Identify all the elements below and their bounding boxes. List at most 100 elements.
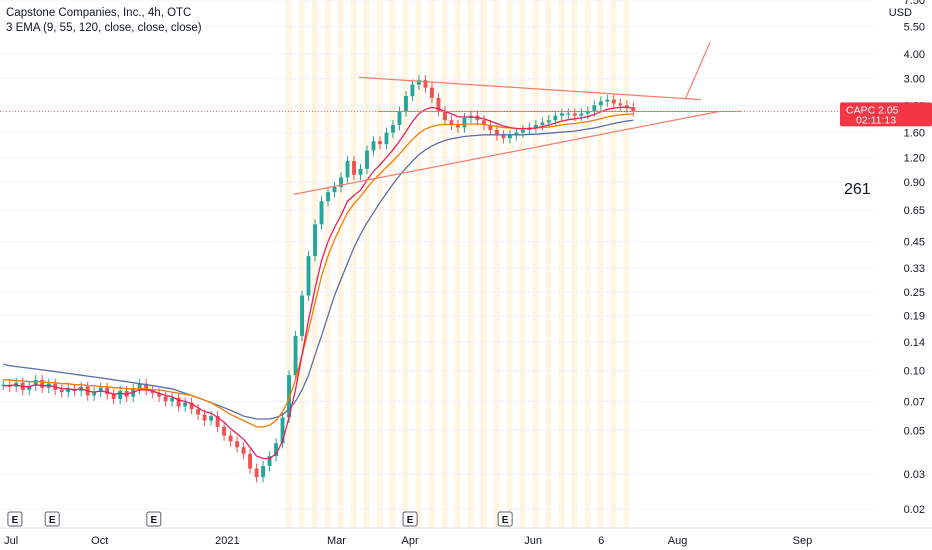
candle-body bbox=[27, 385, 32, 390]
candle-body bbox=[481, 120, 486, 125]
session-band bbox=[493, 0, 500, 528]
candle-body bbox=[111, 394, 116, 399]
candle-body bbox=[494, 130, 499, 136]
candle-body bbox=[631, 107, 636, 112]
candle-body bbox=[449, 120, 454, 125]
x-tick-label: Sep bbox=[793, 535, 813, 547]
session-band bbox=[350, 0, 357, 528]
candle-body bbox=[105, 387, 110, 395]
earnings-marker[interactable] bbox=[146, 511, 162, 527]
session-band bbox=[311, 0, 318, 528]
y-tick-label: 0.25 bbox=[904, 287, 925, 299]
candle-body bbox=[592, 105, 597, 112]
session-band bbox=[441, 0, 448, 528]
y-tick-label: 0.02 bbox=[904, 504, 925, 516]
candle-body bbox=[189, 402, 194, 410]
session-band bbox=[454, 0, 461, 528]
triangle-upper-trendline[interactable] bbox=[358, 76, 701, 101]
earnings-marker[interactable] bbox=[497, 511, 513, 527]
candle-body bbox=[339, 177, 343, 187]
candle-body bbox=[345, 161, 350, 178]
candle-body bbox=[144, 383, 149, 390]
y-tick-label: 0.65 bbox=[904, 205, 925, 217]
candle-body bbox=[579, 113, 584, 116]
x-tick-label: Mar bbox=[327, 535, 346, 547]
projection-line[interactable] bbox=[684, 41, 711, 100]
candle-body bbox=[59, 389, 64, 393]
earnings-marker-label: E bbox=[502, 515, 509, 526]
candle-body bbox=[598, 101, 603, 106]
candle-body bbox=[391, 124, 395, 133]
candle-body bbox=[442, 111, 447, 121]
candle-body bbox=[378, 141, 382, 145]
candle-body bbox=[436, 97, 441, 112]
earnings-marker[interactable] bbox=[7, 511, 23, 527]
last-price-badge[interactable] bbox=[840, 102, 932, 127]
y-tick-label: 0.90 bbox=[904, 177, 925, 189]
candle-body bbox=[455, 124, 460, 128]
candle-body bbox=[553, 115, 558, 121]
candle-body bbox=[618, 103, 623, 106]
session-band bbox=[558, 0, 565, 528]
session-band bbox=[467, 0, 474, 528]
session-band bbox=[545, 0, 552, 528]
candle-body bbox=[92, 392, 97, 396]
y-tick-label: 0.07 bbox=[904, 396, 925, 408]
triangle-lower-trendline[interactable] bbox=[293, 110, 720, 195]
indicator-label[interactable]: 3 EMA (9, 55, 120, close, close, close) bbox=[6, 22, 202, 34]
candle-body bbox=[462, 117, 467, 128]
session-band bbox=[623, 0, 630, 528]
x-tick-label: Jun bbox=[524, 535, 542, 547]
currency-label: USD bbox=[889, 7, 912, 19]
extra-label: 261 bbox=[844, 181, 871, 198]
last-price-value: CAPC 2.05 bbox=[846, 104, 899, 116]
x-tick-label: 6 bbox=[598, 535, 604, 547]
candle-body bbox=[514, 132, 519, 136]
candle-body bbox=[267, 456, 272, 466]
session-band bbox=[519, 0, 526, 528]
session-band bbox=[506, 0, 513, 528]
candle-body bbox=[300, 295, 304, 336]
y-tick-label: 1.20 bbox=[904, 152, 925, 164]
candle-body bbox=[222, 426, 227, 436]
ema-55-line bbox=[3, 113, 634, 428]
session-band bbox=[428, 0, 435, 528]
candle-body bbox=[605, 99, 610, 102]
candle-body bbox=[358, 168, 363, 175]
earnings-marker[interactable] bbox=[44, 511, 60, 527]
candle-body bbox=[501, 135, 506, 139]
candle-body bbox=[313, 224, 317, 257]
session-band bbox=[480, 0, 487, 528]
session-band bbox=[402, 0, 409, 528]
candle-body bbox=[157, 393, 162, 397]
candle-body bbox=[404, 96, 408, 112]
earnings-marker[interactable] bbox=[402, 511, 418, 527]
candle-body bbox=[196, 409, 201, 415]
session-band bbox=[337, 0, 344, 528]
session-band bbox=[571, 0, 578, 528]
y-tick-label: 0.03 bbox=[904, 469, 925, 481]
symbol-title[interactable]: Capstone Companies, Inc., 4h, OTC bbox=[6, 7, 192, 19]
session-band bbox=[597, 0, 604, 528]
candle-body bbox=[352, 161, 356, 175]
candle-body bbox=[215, 416, 220, 427]
session-band bbox=[532, 0, 539, 528]
candle-body bbox=[202, 414, 207, 421]
candle-body bbox=[235, 441, 240, 448]
candle-body bbox=[287, 375, 291, 418]
y-tick-label: 0.33 bbox=[904, 263, 925, 275]
candle-body bbox=[559, 113, 564, 116]
candle-body bbox=[546, 120, 551, 123]
earnings-marker-label: E bbox=[150, 515, 157, 526]
candle-body bbox=[137, 383, 142, 389]
x-tick-label: Apr bbox=[402, 535, 419, 547]
candle-body bbox=[520, 130, 525, 133]
y-tick-label: 0.14 bbox=[904, 337, 925, 349]
candle-body bbox=[118, 390, 123, 399]
candle-body bbox=[228, 435, 233, 442]
earnings-marker-label: E bbox=[12, 515, 19, 526]
candle-body bbox=[417, 80, 421, 85]
candle-body bbox=[254, 468, 259, 478]
session-band bbox=[285, 0, 292, 528]
